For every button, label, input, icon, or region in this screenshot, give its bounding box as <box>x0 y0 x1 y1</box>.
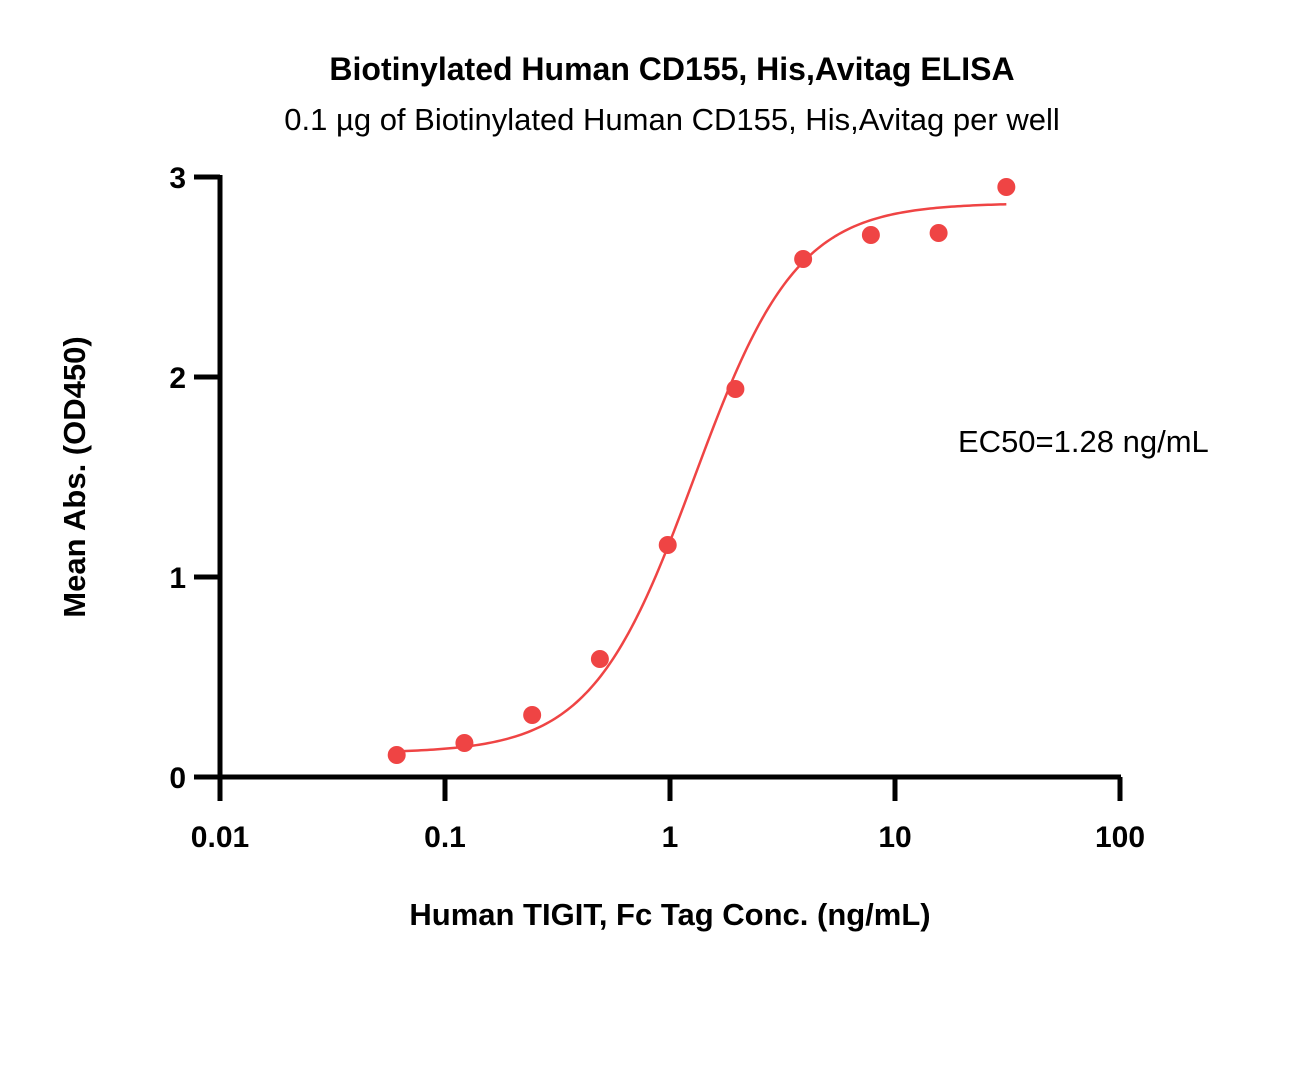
y-tick-label: 3 <box>169 162 186 195</box>
data-point <box>387 746 406 764</box>
y-ticks: 0 1 2 3 <box>169 162 220 795</box>
data-point <box>455 734 474 752</box>
data-point <box>658 536 677 554</box>
data-point <box>726 380 745 398</box>
y-tick-label: 0 <box>169 762 186 795</box>
data-point <box>861 226 880 244</box>
data-point <box>590 650 609 668</box>
chart-title: Biotinylated Human CD155, His,Avitag ELI… <box>329 51 1014 87</box>
x-tick-label: 0.1 <box>424 821 466 854</box>
x-tick-label: 10 <box>878 821 911 854</box>
x-ticks: 0.01 0.1 1 10 100 <box>191 777 1145 854</box>
x-tick-label: 0.01 <box>191 821 249 854</box>
x-tick-label: 1 <box>662 821 679 854</box>
ec50-annotation: EC50=1.28 ng/mL <box>958 424 1209 459</box>
data-point <box>794 250 813 268</box>
chart-subtitle: 0.1 µg of Biotinylated Human CD155, His,… <box>284 102 1059 137</box>
data-points <box>387 178 1016 764</box>
fit-curve-layer <box>396 203 1007 753</box>
y-axis-title: Mean Abs. (OD450) <box>57 336 92 617</box>
x-axis-title: Human TIGIT, Fc Tag Conc. (ng/mL) <box>409 897 930 932</box>
x-tick-label: 100 <box>1095 821 1145 854</box>
axes <box>217 175 1121 780</box>
fit-curve <box>396 203 1007 753</box>
data-point <box>929 224 948 242</box>
data-point <box>523 706 542 724</box>
data-point <box>997 178 1016 196</box>
y-tick-label: 1 <box>169 562 186 595</box>
y-tick-label: 2 <box>169 362 186 395</box>
